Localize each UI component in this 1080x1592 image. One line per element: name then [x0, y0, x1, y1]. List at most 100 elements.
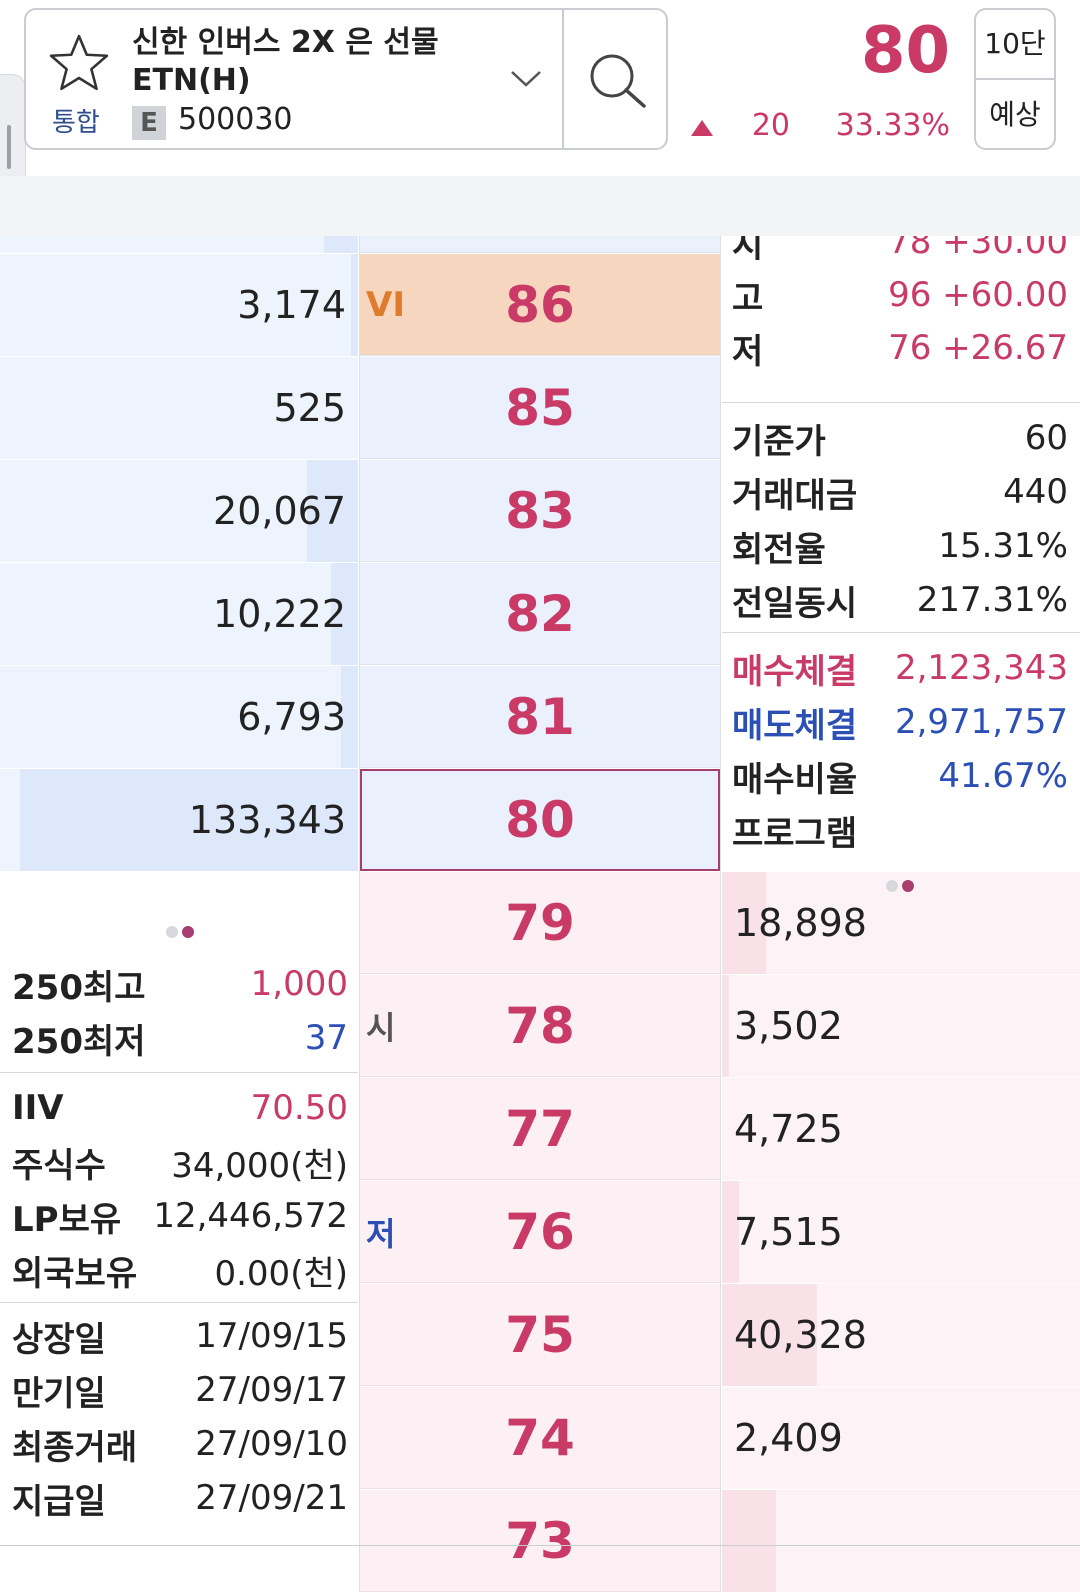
bid-qty: 3,502 [734, 1004, 843, 1048]
forecast-button[interactable]: 예상 [989, 98, 1041, 131]
stat-row-label: 전일동시 [732, 583, 858, 624]
bid-qty-cell[interactable]: 7,515 [722, 1181, 1080, 1283]
yearly-range-row-value: 1,000 [250, 964, 348, 1004]
ask-qty-cell[interactable] [0, 236, 358, 253]
page-indicator[interactable] [886, 880, 916, 892]
stat-row-value: 440 [1003, 472, 1068, 512]
order-book[interactable]: 87 3,174 VI 86 525 85 20,067 83 10,222 82 6,793 81 1… [0, 236, 1080, 1592]
bid-price-cell[interactable]: 저 76 [360, 1181, 720, 1283]
ask-row[interactable]: 3,174 VI 86 [0, 254, 720, 356]
chevron-down-icon[interactable] [508, 66, 544, 90]
etn-info-row-label: 주식수 [12, 1145, 106, 1186]
bid-price: 75 [505, 1305, 575, 1364]
exchange-badge: E [132, 106, 166, 140]
bid-price-cell[interactable]: 74 [360, 1387, 720, 1489]
trade-stat-row-value: 2,123,343 [894, 648, 1068, 688]
stat-row: 기준가 60 [732, 412, 1068, 464]
ask-price-cell[interactable]: VI 86 [360, 254, 720, 356]
ask-row[interactable]: 525 85 [0, 357, 720, 459]
ask-row[interactable]: 10,222 82 [0, 563, 720, 665]
etn-info-row-value: 34,000(천) [171, 1145, 348, 1186]
ask-row[interactable]: 20,067 83 [0, 460, 720, 562]
price-summary-row: 시 78 +30.00 [732, 236, 1068, 268]
divider [0, 1072, 358, 1073]
ask-price-cell[interactable]: 82 [360, 563, 720, 665]
yearly-range-row: 250최저 37 [12, 1012, 348, 1064]
ask-qty-bar [341, 666, 358, 768]
ask-price-cell[interactable]: 81 [360, 666, 720, 768]
ask-qty-cell[interactable]: 6,793 [0, 666, 358, 768]
ask-price-cell[interactable]: 87 [360, 236, 720, 253]
ask-qty-cell[interactable]: 3,174 [0, 254, 358, 356]
bid-qty: 4,725 [734, 1107, 843, 1151]
trade-stat-row: 매도체결 2,971,757 [732, 696, 1068, 748]
market-label: 통합 [52, 108, 100, 138]
ask-price: 80 [505, 791, 575, 849]
trade-stat-row-label: 매수체결 [732, 651, 858, 692]
divider [0, 1545, 1080, 1546]
bid-qty-cell[interactable]: 3,502 [722, 975, 1080, 1077]
page-dot-inactive [886, 880, 898, 892]
vi-tag: VI [366, 284, 405, 325]
ask-price-cell[interactable]: 85 [360, 357, 720, 459]
ask-qty-cell[interactable]: 133,343 [0, 769, 358, 871]
etn-info-row-label: IIV [12, 1088, 64, 1128]
page-dot-inactive [166, 926, 178, 938]
depth-10-button[interactable]: 10단 [976, 10, 1054, 80]
divider [0, 1302, 358, 1303]
bid-price-cell[interactable]: 77 [360, 1078, 720, 1180]
bid-qty-cell[interactable]: 40,328 [722, 1284, 1080, 1386]
ask-price-cell[interactable]: 80 [360, 769, 720, 871]
bid-qty: 18,898 [734, 901, 867, 945]
date-row-value: 27/09/10 [195, 1424, 348, 1464]
bid-qty-bar [722, 1284, 817, 1386]
date-row: 지급일 27/09/21 [12, 1472, 348, 1524]
etn-info-row: 외국보유 0.00(천) [12, 1244, 348, 1296]
stock-selector[interactable]: 통합 신한 인버스 2X 은 선물 ETN(H) E 500030 [24, 8, 668, 150]
bid-price-cell[interactable]: 시 78 [360, 975, 720, 1077]
drawer-grip-icon [7, 125, 11, 169]
ask-row[interactable]: 133,343 80 [0, 769, 720, 871]
bid-price: 74 [505, 1408, 575, 1467]
bid-qty-bar [722, 975, 729, 1077]
bid-qty-cell[interactable]: 4,725 [722, 1078, 1080, 1180]
yearly-range-row-label: 250최저 [12, 1021, 146, 1062]
page-dot-active [902, 880, 914, 892]
date-row-label: 최종거래 [12, 1427, 138, 1468]
bid-qty: 2,409 [734, 1416, 843, 1460]
bid-qty-cell[interactable]: 2,409 [722, 1387, 1080, 1489]
ask-qty-cell[interactable]: 525 [0, 357, 358, 459]
bid-qty-cell[interactable] [722, 1490, 1080, 1592]
ask-qty-cell[interactable]: 20,067 [0, 460, 358, 562]
search-icon[interactable] [582, 46, 654, 118]
ask-row[interactable]: 6,793 81 [0, 666, 720, 768]
stat-row: 전일동시 217.31% [732, 574, 1068, 626]
bid-price-cell[interactable]: 75 [360, 1284, 720, 1386]
date-row-label: 만기일 [12, 1373, 106, 1414]
stat-row-label: 회전율 [732, 529, 826, 570]
stock-name[interactable]: 신한 인버스 2X 은 선물 ETN(H) [132, 25, 439, 98]
bid-price-cell[interactable]: 73 [360, 1490, 720, 1592]
bid-price-cell[interactable]: 79 [360, 872, 720, 974]
price-marker-tag: 저 [366, 1214, 396, 1253]
bid-qty-cell[interactable]: 18,898 [722, 872, 1080, 974]
bid-row[interactable]: 73 [360, 1490, 1080, 1592]
ask-row[interactable]: 87 [0, 236, 720, 253]
bid-row[interactable]: 시 78 3,502 [360, 975, 1080, 1077]
bid-row[interactable]: 77 4,725 [360, 1078, 1080, 1180]
trade-stat-row: 매수체결 2,123,343 [732, 642, 1068, 694]
bid-row[interactable]: 79 18,898 [360, 872, 1080, 974]
price-summary-row-value: 96 +60.00 [888, 275, 1068, 315]
bid-row[interactable]: 75 40,328 [360, 1284, 1080, 1386]
date-row-label: 상장일 [12, 1319, 106, 1360]
current-price: 80 [860, 14, 950, 88]
ask-price-cell[interactable]: 83 [360, 460, 720, 562]
ask-qty-cell[interactable]: 10,222 [0, 563, 358, 665]
page-indicator[interactable] [166, 926, 196, 938]
bid-row[interactable]: 저 76 7,515 [360, 1181, 1080, 1283]
price-summary-row-label: 시 [732, 236, 764, 266]
price-summary-row-value: 76 +26.67 [888, 328, 1068, 368]
bid-row[interactable]: 74 2,409 [360, 1387, 1080, 1489]
trade-stat-row-label: 매도체결 [732, 705, 858, 746]
star-outline-icon[interactable] [48, 32, 110, 94]
